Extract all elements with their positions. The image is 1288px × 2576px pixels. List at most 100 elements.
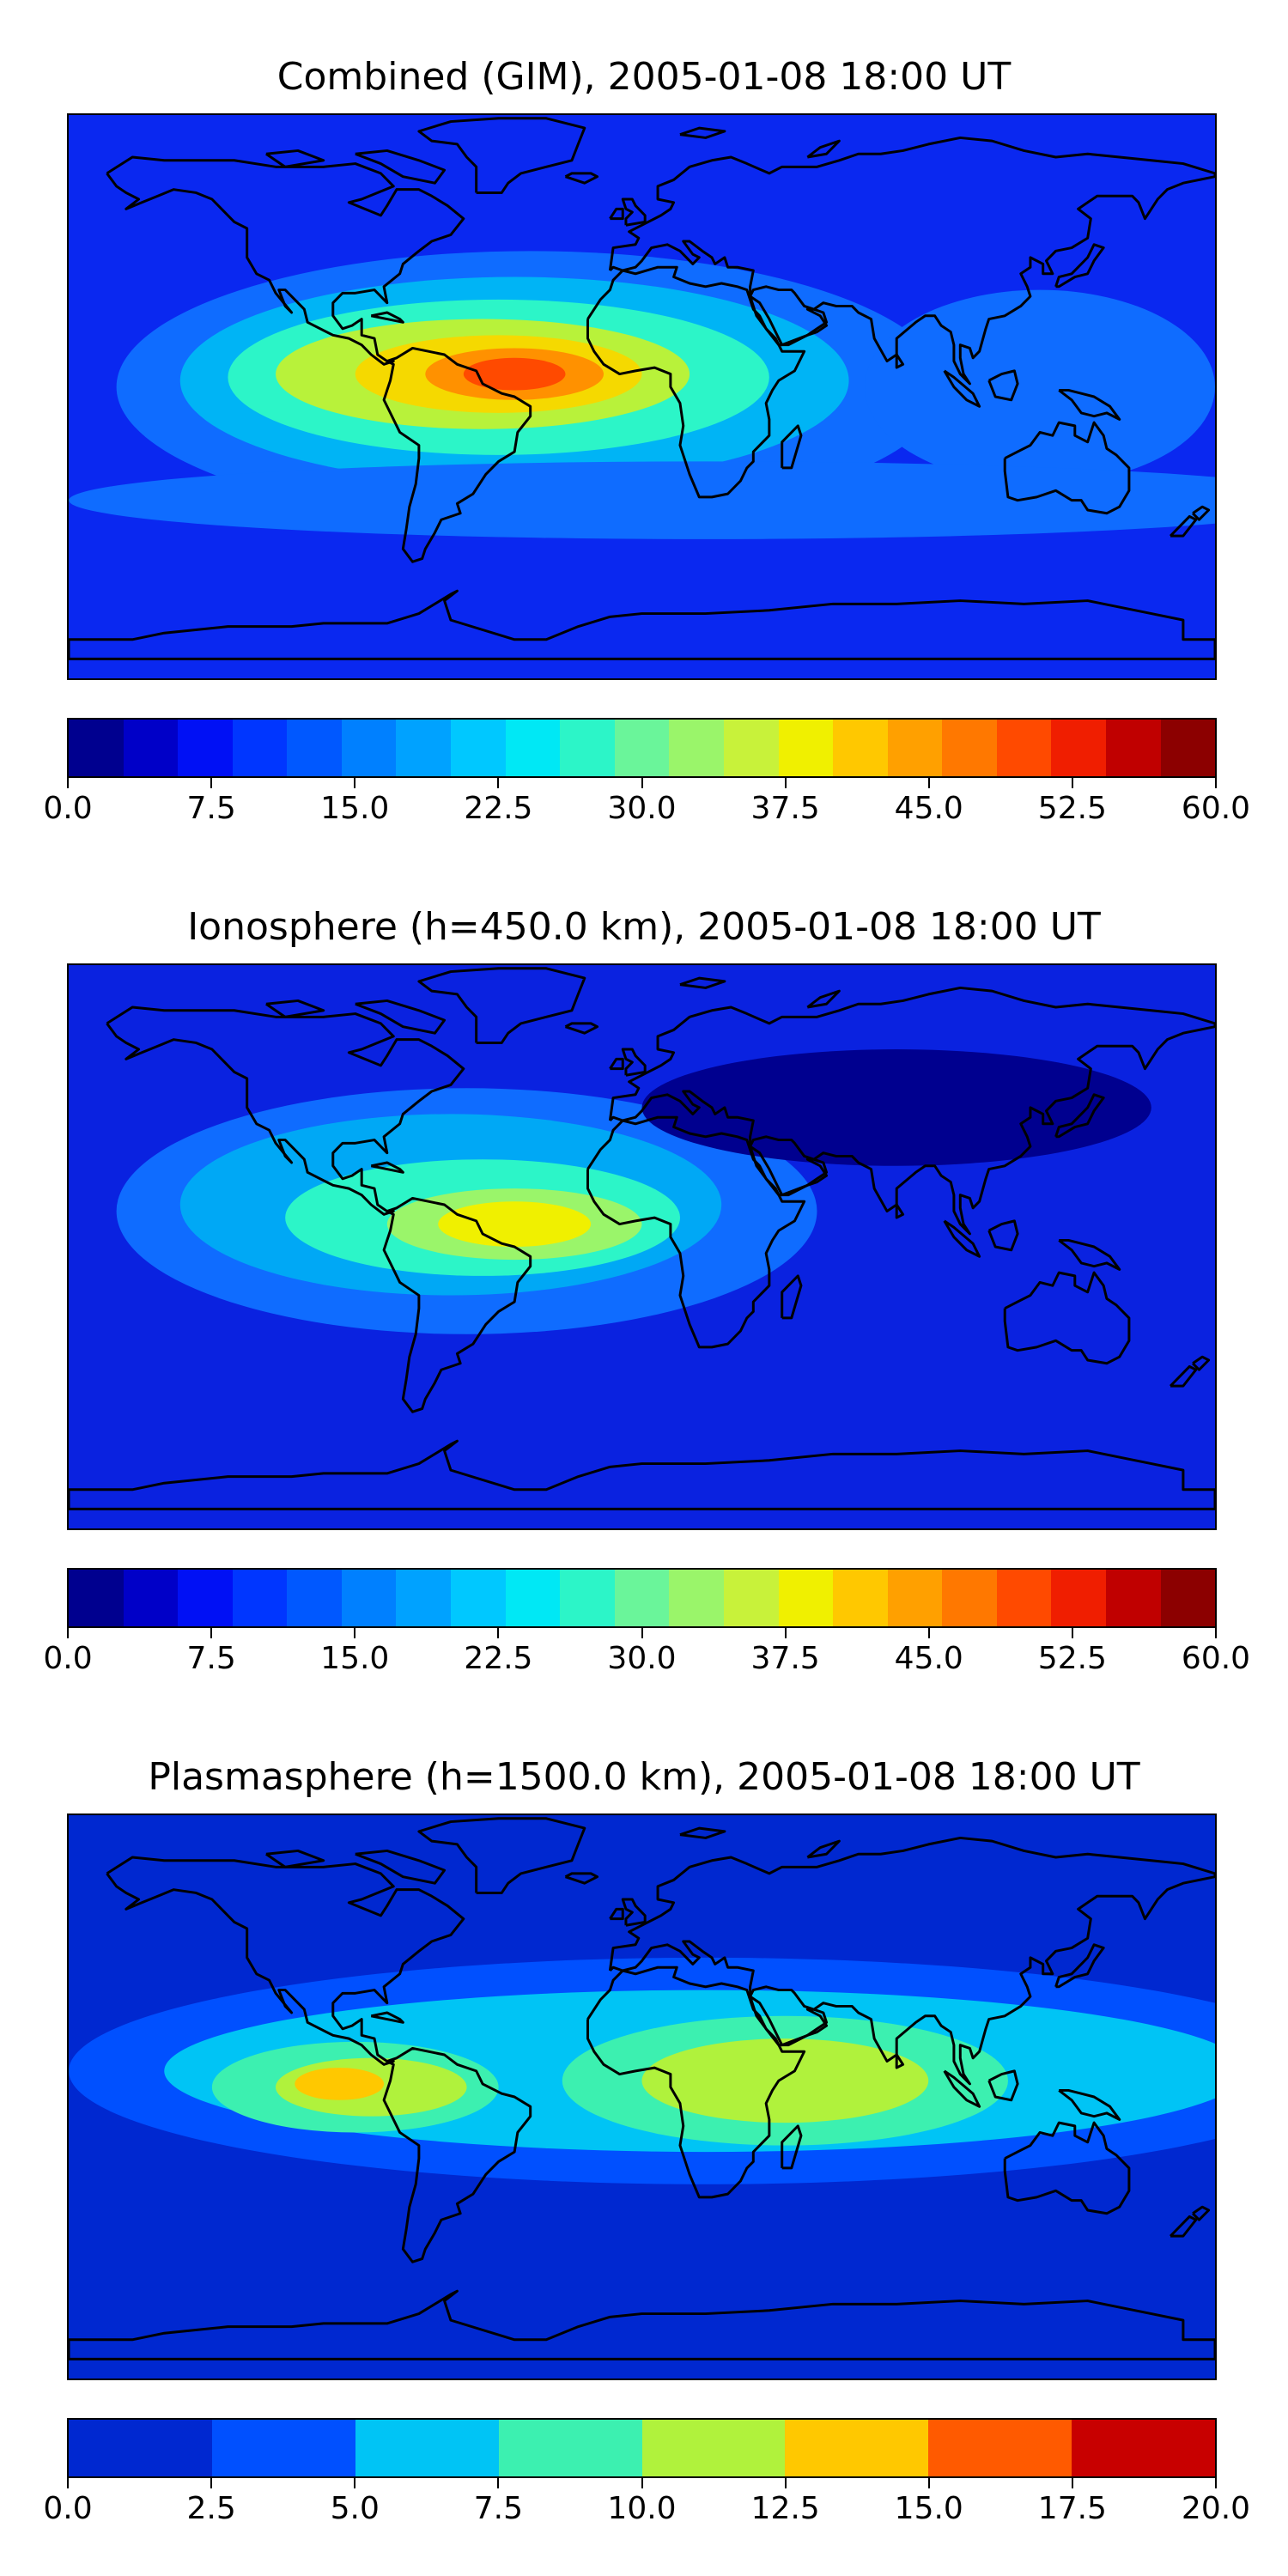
coastline-baffin [355, 149, 447, 185]
colorbar-segment [232, 1570, 288, 1626]
coastline-north-america [106, 1005, 465, 1216]
colorbar-segment [341, 720, 397, 776]
coastline-new-zealand-north [1192, 1355, 1211, 1371]
colorbar-segment [833, 1570, 888, 1626]
coastline-cuba [370, 2011, 404, 2024]
tec-contour-region [69, 461, 1215, 539]
colorbar-segment [211, 2420, 355, 2476]
colorbar-segment [887, 1570, 943, 1626]
colorbar-tick [784, 2478, 787, 2488]
coastline-ireland [609, 207, 624, 221]
colorbar-tick-label: 7.5 [186, 1641, 236, 1676]
colorbar-segment [287, 720, 342, 776]
colorbar-tick [641, 778, 643, 788]
map-ionosphere [67, 963, 1217, 1530]
coastline-australia [1003, 2121, 1131, 2215]
colorbar-segment [928, 2420, 1072, 2476]
colorbar-tick-label: 5.0 [330, 2491, 380, 2526]
coastline-britain [621, 1048, 647, 1077]
tec-contour-region [295, 2068, 385, 2100]
coastline-new-zealand [1169, 2215, 1198, 2238]
coastline-novaya [806, 139, 841, 159]
colorbar-segment [178, 1570, 233, 1626]
coastline-south-america [382, 346, 532, 563]
coastline-north-america [106, 1856, 465, 2066]
colorbar-tick [1071, 2478, 1073, 2488]
coastline-victoria [265, 149, 325, 168]
colorbar-tick [1215, 778, 1217, 788]
colorbar-segment [778, 720, 834, 776]
coastline-madagascar [781, 2124, 803, 2170]
colorbar-tick-label: 52.5 [1037, 791, 1107, 826]
coastline-sri-lanka [895, 1204, 905, 1219]
colorbar-tick-label: 15.0 [320, 1641, 390, 1676]
colorbar-tick-label: 52.5 [1037, 1641, 1107, 1676]
map-svg-plasmasphere [69, 1815, 1215, 2379]
colorbar-segment [669, 720, 724, 776]
colorbar-tick-label: 15.0 [320, 791, 390, 826]
colorbar-segment [833, 720, 888, 776]
coastline-antarctica [69, 1439, 1215, 1510]
colorbar-tick [497, 1628, 500, 1638]
map-combined [67, 113, 1217, 680]
colorbar-segment [355, 2420, 499, 2476]
coastline-new-zealand [1169, 514, 1198, 538]
coastline-iceland [564, 172, 599, 185]
colorbar-tick [1215, 1628, 1217, 1638]
coastline-svalbard [679, 976, 726, 989]
colorbar-segment [942, 720, 997, 776]
panel-title-plasmasphere: Plasmasphere (h=1500.0 km), 2005-01-08 1… [148, 1755, 1140, 1799]
colorbar-segment [69, 2420, 212, 2476]
colorbar-tick [927, 2478, 930, 2488]
colorbar-tick [67, 778, 69, 788]
coastline-arabia [749, 285, 829, 347]
coastline-ireland [609, 1057, 624, 1071]
coastline-borneo [987, 1219, 1019, 1252]
colorbar-tick-label: 2.5 [186, 2491, 236, 2526]
coastline-sumatra [943, 369, 981, 408]
panel-title-ionosphere: Ionosphere (h=450.0 km), 2005-01-08 18:0… [187, 905, 1101, 949]
colorbar-segment [778, 1570, 834, 1626]
coastline-svalbard [679, 126, 726, 139]
colorbar-tick [210, 778, 213, 788]
colorbar-segment [785, 2420, 929, 2476]
coastline-baffin [355, 1849, 447, 1885]
colorbar-segment [614, 1570, 670, 1626]
coastline-novaya [806, 989, 841, 1009]
colorbar-tick [641, 1628, 643, 1638]
colorbar-tick-label: 0.0 [43, 791, 93, 826]
coastline-sri-lanka [895, 2054, 905, 2069]
colorbar-combined [67, 718, 1217, 778]
coastline-new-zealand [1169, 1364, 1198, 1388]
colorbar-segment [669, 1570, 724, 1626]
coastline-new-guinea [1058, 388, 1121, 421]
coastline-eurasia [608, 986, 1215, 1236]
tec-contour-region [641, 1049, 1151, 1166]
coastline-borneo [987, 369, 1019, 402]
colorbar-segment [614, 720, 670, 776]
colorbar-tick [67, 1628, 69, 1638]
colorbar-tick [67, 2478, 69, 2488]
coastline-australia [1003, 1271, 1131, 1365]
colorbar-segment [396, 1570, 452, 1626]
coastline-svalbard [679, 1826, 726, 1839]
colorbar-tick-label: 30.0 [607, 1641, 677, 1676]
coastline-ireland [609, 1907, 624, 1921]
coastline-japan [1054, 1093, 1105, 1139]
colorbar-segment [287, 1570, 342, 1626]
coastline-antarctica [69, 2289, 1215, 2360]
map-svg-ionosphere [69, 965, 1215, 1528]
colorbar-segment [69, 720, 124, 776]
coastline-madagascar [781, 424, 803, 470]
colorbar-segment [123, 720, 179, 776]
colorbar-tick [927, 778, 930, 788]
colorbar-segment [451, 720, 506, 776]
coastline-cuba [370, 1161, 404, 1174]
colorbar-segment [396, 720, 452, 776]
colorbar-segment [498, 2420, 642, 2476]
colorbar-segment [887, 720, 943, 776]
colorbar-tick-label: 20.0 [1181, 2491, 1251, 2526]
coastline-japan [1054, 1943, 1105, 1989]
coastline-sri-lanka [895, 354, 905, 369]
colorbar-segment [996, 1570, 1052, 1626]
